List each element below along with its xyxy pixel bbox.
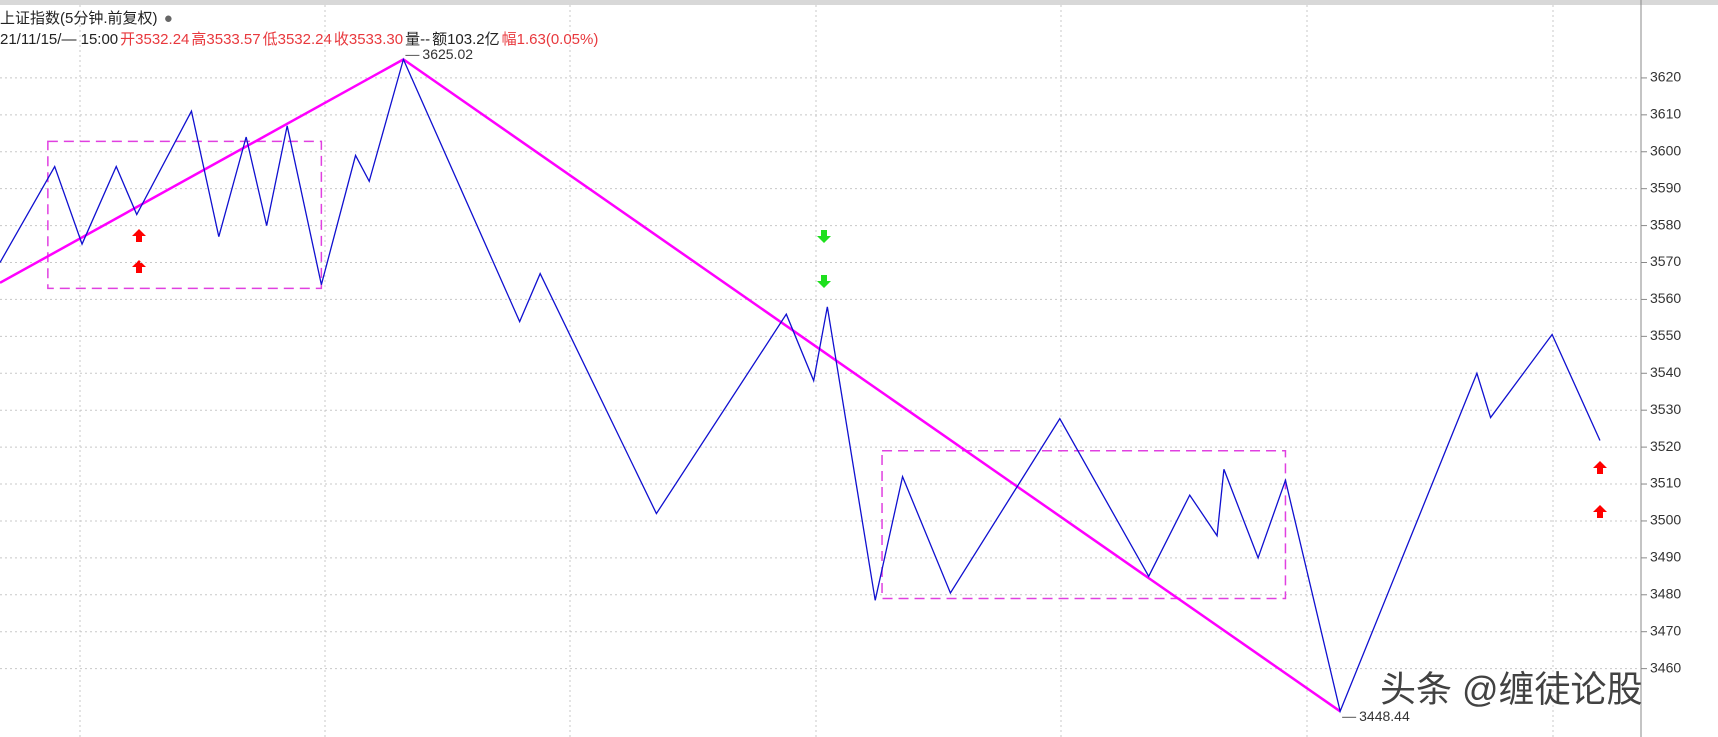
- title-text: 上证指数(5分钟.前复权): [0, 10, 158, 27]
- trend-line: [0, 58, 405, 284]
- y-tick-label: 3550: [1650, 327, 1681, 343]
- info-line: 21/11/15/— 15:00 开3532.24 高3533.57 低3532.24…: [0, 29, 600, 50]
- up-arrow: [132, 229, 146, 242]
- y-tick-label: 3460: [1650, 659, 1681, 675]
- y-tick-label: 3580: [1650, 216, 1681, 232]
- info-change: 幅1.63(0.05%): [501, 31, 599, 48]
- range-box: [47, 140, 323, 290]
- info-volume: 量--: [405, 31, 431, 48]
- header: 上证指数(5分钟.前复权) ● 21/11/15/— 15:00 开3532.24…: [0, 8, 600, 50]
- y-tick-label: 3520: [1650, 438, 1681, 454]
- y-tick-label: 3530: [1650, 401, 1681, 417]
- down-arrow: [817, 230, 831, 243]
- dropdown-icon: ●: [163, 10, 173, 27]
- down-arrow: [817, 275, 831, 288]
- tab-strip: [0, 0, 1718, 5]
- title: 上证指数(5分钟.前复权) ●: [0, 8, 600, 29]
- zigzag-line: [0, 57, 1601, 714]
- y-tick-label: 3600: [1650, 142, 1681, 158]
- info-low: 低3532.24: [262, 31, 332, 48]
- y-tick-label: 3480: [1650, 585, 1681, 601]
- y-tick-label: 3560: [1650, 290, 1681, 306]
- y-tick-label: 3570: [1650, 253, 1681, 269]
- y-tick-label: 3590: [1650, 179, 1681, 195]
- info-high: 高3533.57: [191, 31, 261, 48]
- extreme-label: 3625.02: [422, 46, 473, 62]
- y-tick-label: 3510: [1650, 475, 1681, 491]
- range-box: [881, 450, 1287, 600]
- info-amount: 额103.2亿: [432, 31, 500, 48]
- y-tick-label: 3500: [1650, 512, 1681, 528]
- signal-arrows: [132, 229, 1607, 518]
- y-tick-label: 3620: [1650, 69, 1681, 85]
- y-tick-label: 3610: [1650, 106, 1681, 122]
- info-close: 收3533.30: [333, 31, 404, 48]
- extreme-label: 3448.44: [1359, 708, 1410, 724]
- info-time: 21/11/15/— 15:00: [0, 31, 119, 48]
- info-open: 开3532.24: [120, 31, 190, 48]
- y-tick-label: 3470: [1650, 622, 1681, 638]
- up-arrow: [132, 260, 146, 273]
- up-arrow: [1593, 461, 1607, 474]
- up-arrow: [1593, 505, 1607, 518]
- trend-line: [402, 58, 1341, 713]
- y-tick-label: 3490: [1650, 549, 1681, 565]
- watermark: 头条 @缠徒论股: [1380, 669, 1643, 710]
- y-tick-label: 3540: [1650, 364, 1681, 380]
